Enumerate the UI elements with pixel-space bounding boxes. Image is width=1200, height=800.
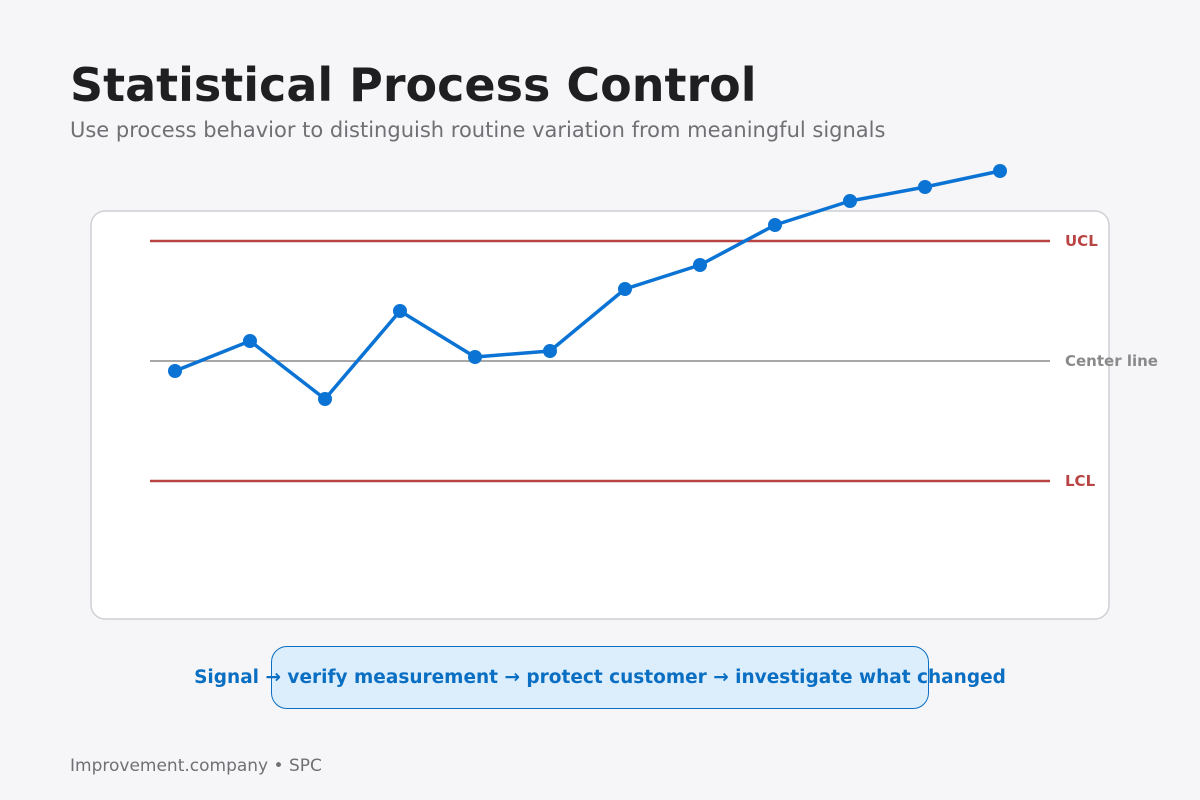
footer-credit: Improvement.company • SPC	[70, 756, 322, 776]
data-point	[993, 164, 1007, 178]
data-point	[243, 334, 257, 348]
center-line-label: Center line	[1065, 352, 1158, 370]
page-subtitle: Use process behavior to distinguish rout…	[70, 118, 886, 142]
signal-callout-box	[271, 646, 929, 709]
signal-callout-text: Signal → verify measurement → protect cu…	[194, 667, 1006, 688]
data-point	[393, 304, 407, 318]
data-point	[618, 282, 632, 296]
lcl-label: LCL	[1065, 472, 1096, 490]
data-point	[168, 364, 182, 378]
data-point	[693, 258, 707, 272]
page-title: Statistical Process Control	[70, 58, 757, 112]
data-point	[768, 218, 782, 232]
data-point	[318, 392, 332, 406]
control-lines: UCL Center line LCL	[150, 232, 1158, 490]
data-point	[543, 344, 557, 358]
series-line	[173, 169, 1002, 401]
ucl-label: UCL	[1065, 232, 1098, 250]
data-point	[843, 194, 857, 208]
data-point	[468, 350, 482, 364]
series-layer	[168, 164, 1007, 406]
chart-panel	[90, 210, 1110, 620]
data-point	[918, 180, 932, 194]
